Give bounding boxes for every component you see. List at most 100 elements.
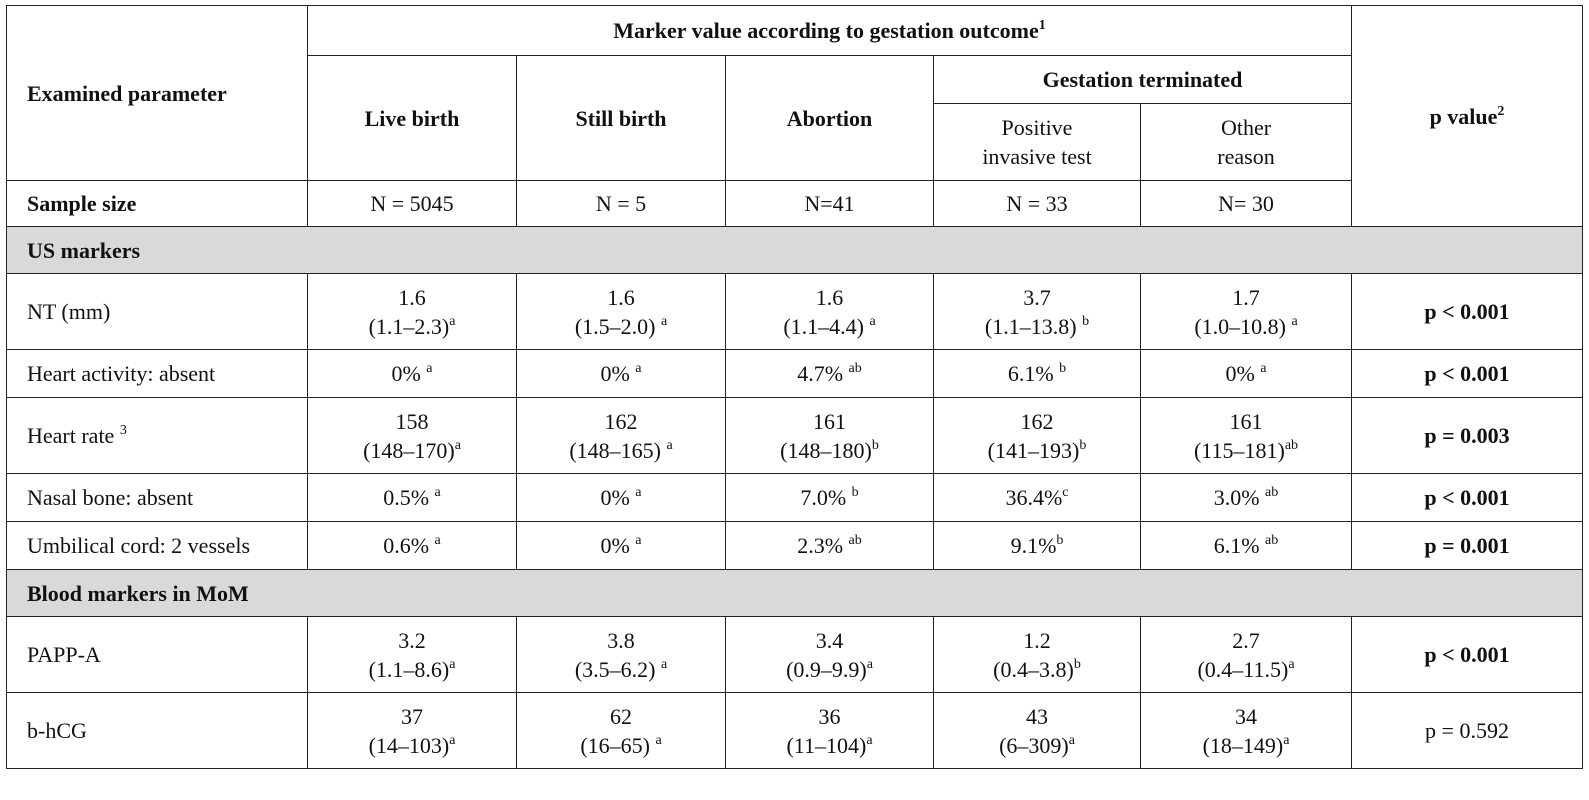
cell-range: (6–309)a	[999, 732, 1075, 758]
cell-significance-letter: a	[666, 437, 673, 453]
cell-significance-letter: a	[426, 361, 433, 376]
cell-value: 7.0% b	[800, 485, 859, 510]
cell-value: 3.7	[1023, 284, 1051, 310]
cell-value: 43	[1026, 703, 1048, 729]
cell-value: 1.2	[1023, 627, 1051, 653]
cell-value: 36	[818, 703, 841, 729]
table-row: Heart activity: absent 0% a 0% a 4.7% ab 6.1…	[6, 349, 1583, 398]
cell-value: 6.1% b	[1007, 361, 1067, 386]
cell-significance-letter: a	[1283, 732, 1290, 748]
cell-value: 0% a	[600, 485, 642, 510]
row-label-footnote: 3	[119, 423, 127, 438]
section-header-row: Blood markers in MoM	[6, 569, 1583, 617]
row-label-text: Nasal bone: absent	[27, 485, 194, 510]
table-row: Umbilical cord: 2 vessels 0.6% a 0% a 2.3% …	[6, 521, 1583, 570]
data-cell: 162 (141–193)b	[933, 397, 1141, 474]
cell-significance-letter: a	[449, 313, 456, 329]
header-abortion: Abortion	[725, 55, 934, 181]
data-cell: 36 (11–104)a	[725, 692, 934, 769]
data-cell: 0% a	[516, 349, 726, 398]
cell-range: (1.1–13.8) b	[984, 313, 1090, 339]
cell-significance-letter: a	[434, 485, 441, 500]
header-marker-value-group: Marker value according to gestation outc…	[307, 5, 1352, 56]
cell-significance-letter: a	[866, 732, 873, 748]
cell-range: (3.5–6.2) a	[574, 656, 668, 682]
cell-range: (1.1–2.3)a	[368, 313, 456, 339]
data-cell: 6.1% ab	[1140, 521, 1352, 570]
cell-value: 162	[604, 408, 638, 434]
data-cell: 161 (148–180)b	[725, 397, 934, 474]
header-gestation-terminated: Gestation terminated	[933, 55, 1352, 104]
data-cell: 1.6 (1.1–4.4) a	[725, 273, 934, 350]
results-table-container: Examined parameter Marker value accordin…	[6, 5, 1583, 769]
table-row: NT (mm) 1.6 (1.1–2.3)a 1.6 (1.5–2.0) a 1.6 (1.…	[6, 273, 1583, 350]
p-value-cell: p < 0.001	[1351, 473, 1583, 522]
cell-value: 0.6% a	[383, 533, 441, 558]
cell-value: 9.1%b	[1010, 533, 1064, 558]
cell-range: (1.1–4.4) a	[783, 313, 876, 339]
row-label: Umbilical cord: 2 vessels	[6, 521, 308, 570]
cell-value: 158	[395, 408, 429, 434]
cell-value: 1.6	[815, 284, 844, 310]
data-cell: 6.1% b	[933, 349, 1141, 398]
cell-significance-letter: a	[660, 656, 668, 672]
cell-significance-letter: a	[655, 732, 662, 748]
cell-significance-letter: a	[434, 533, 441, 548]
cell-significance-letter: a	[869, 313, 876, 329]
data-cell: 3.2 (1.1–8.6)a	[307, 616, 517, 693]
data-cell: 1.6 (1.5–2.0) a	[516, 273, 726, 350]
cell-significance-letter: a	[1068, 732, 1075, 748]
cell-significance-letter: a	[660, 313, 668, 329]
cell-value: 0% a	[600, 361, 642, 386]
cell-value: 3.0% ab	[1213, 485, 1279, 510]
data-cell: 0.6% a	[307, 521, 517, 570]
data-cell: 36.4%c	[933, 473, 1141, 522]
cell-significance-letter: a	[449, 732, 456, 748]
cell-value: 161	[813, 408, 846, 434]
data-cell: 0% a	[307, 349, 517, 398]
cell-value: 0% a	[1225, 361, 1267, 386]
cell-value: 2.3% ab	[797, 533, 862, 558]
data-cell: 1.2 (0.4–3.8)b	[933, 616, 1141, 693]
data-cell: 2.3% ab	[725, 521, 934, 570]
cell-value: 0% a	[600, 533, 642, 558]
sample-size-cell: N=41	[725, 180, 934, 227]
p-value-cell: p < 0.001	[1351, 273, 1583, 350]
cell-value: 0% a	[391, 361, 433, 386]
data-cell: 0% a	[1140, 349, 1352, 398]
header-other-reason: Other reason	[1140, 103, 1352, 181]
cell-significance-letter: a	[635, 485, 642, 500]
table-row: PAPP-A 3.2 (1.1–8.6)a 3.8 (3.5–6.2) a 3.4 (0.9…	[6, 616, 1583, 693]
p-value-cell: p < 0.001	[1351, 349, 1583, 398]
header-p-value: p value2	[1351, 5, 1583, 227]
table-row: Nasal bone: absent 0.5% a 0% a 7.0% b 36.4%c…	[6, 473, 1583, 522]
header-live-birth: Live birth	[307, 55, 517, 181]
row-label-text: PAPP-A	[27, 642, 101, 667]
cell-significance-letter: ab	[1284, 437, 1299, 453]
cell-value: 1.7	[1232, 284, 1260, 310]
p-value-cell: p = 0.001	[1351, 521, 1583, 570]
sample-size-cell: N = 5045	[307, 180, 517, 227]
cell-significance-letter: a	[454, 437, 461, 453]
cell-value: 37	[401, 703, 423, 729]
cell-range: (1.0–10.8) a	[1194, 313, 1298, 339]
p-value-cell: p = 0.003	[1351, 397, 1583, 474]
cell-value: 3.2	[398, 627, 426, 653]
cell-significance-letter: a	[1288, 656, 1295, 672]
cell-significance-letter: b	[1079, 437, 1087, 453]
cell-significance-letter: ab	[1265, 533, 1279, 548]
cell-value: 36.4%c	[1005, 485, 1069, 510]
sample-size-cell: N= 30	[1140, 180, 1352, 227]
cell-significance-letter: b	[1073, 656, 1081, 672]
data-cell: 1.7 (1.0–10.8) a	[1140, 273, 1352, 350]
row-label-text: b-hCG	[27, 718, 87, 743]
header-still-birth: Still birth	[516, 55, 726, 181]
cell-value: 161	[1229, 408, 1263, 434]
data-cell: 0% a	[516, 521, 726, 570]
cell-significance-letter: b	[1056, 533, 1064, 548]
cell-range: (141–193)b	[987, 437, 1087, 463]
cell-value: 4.7% ab	[797, 361, 862, 386]
row-label: Nasal bone: absent	[6, 473, 308, 522]
data-cell: 1.6 (1.1–2.3)a	[307, 273, 517, 350]
